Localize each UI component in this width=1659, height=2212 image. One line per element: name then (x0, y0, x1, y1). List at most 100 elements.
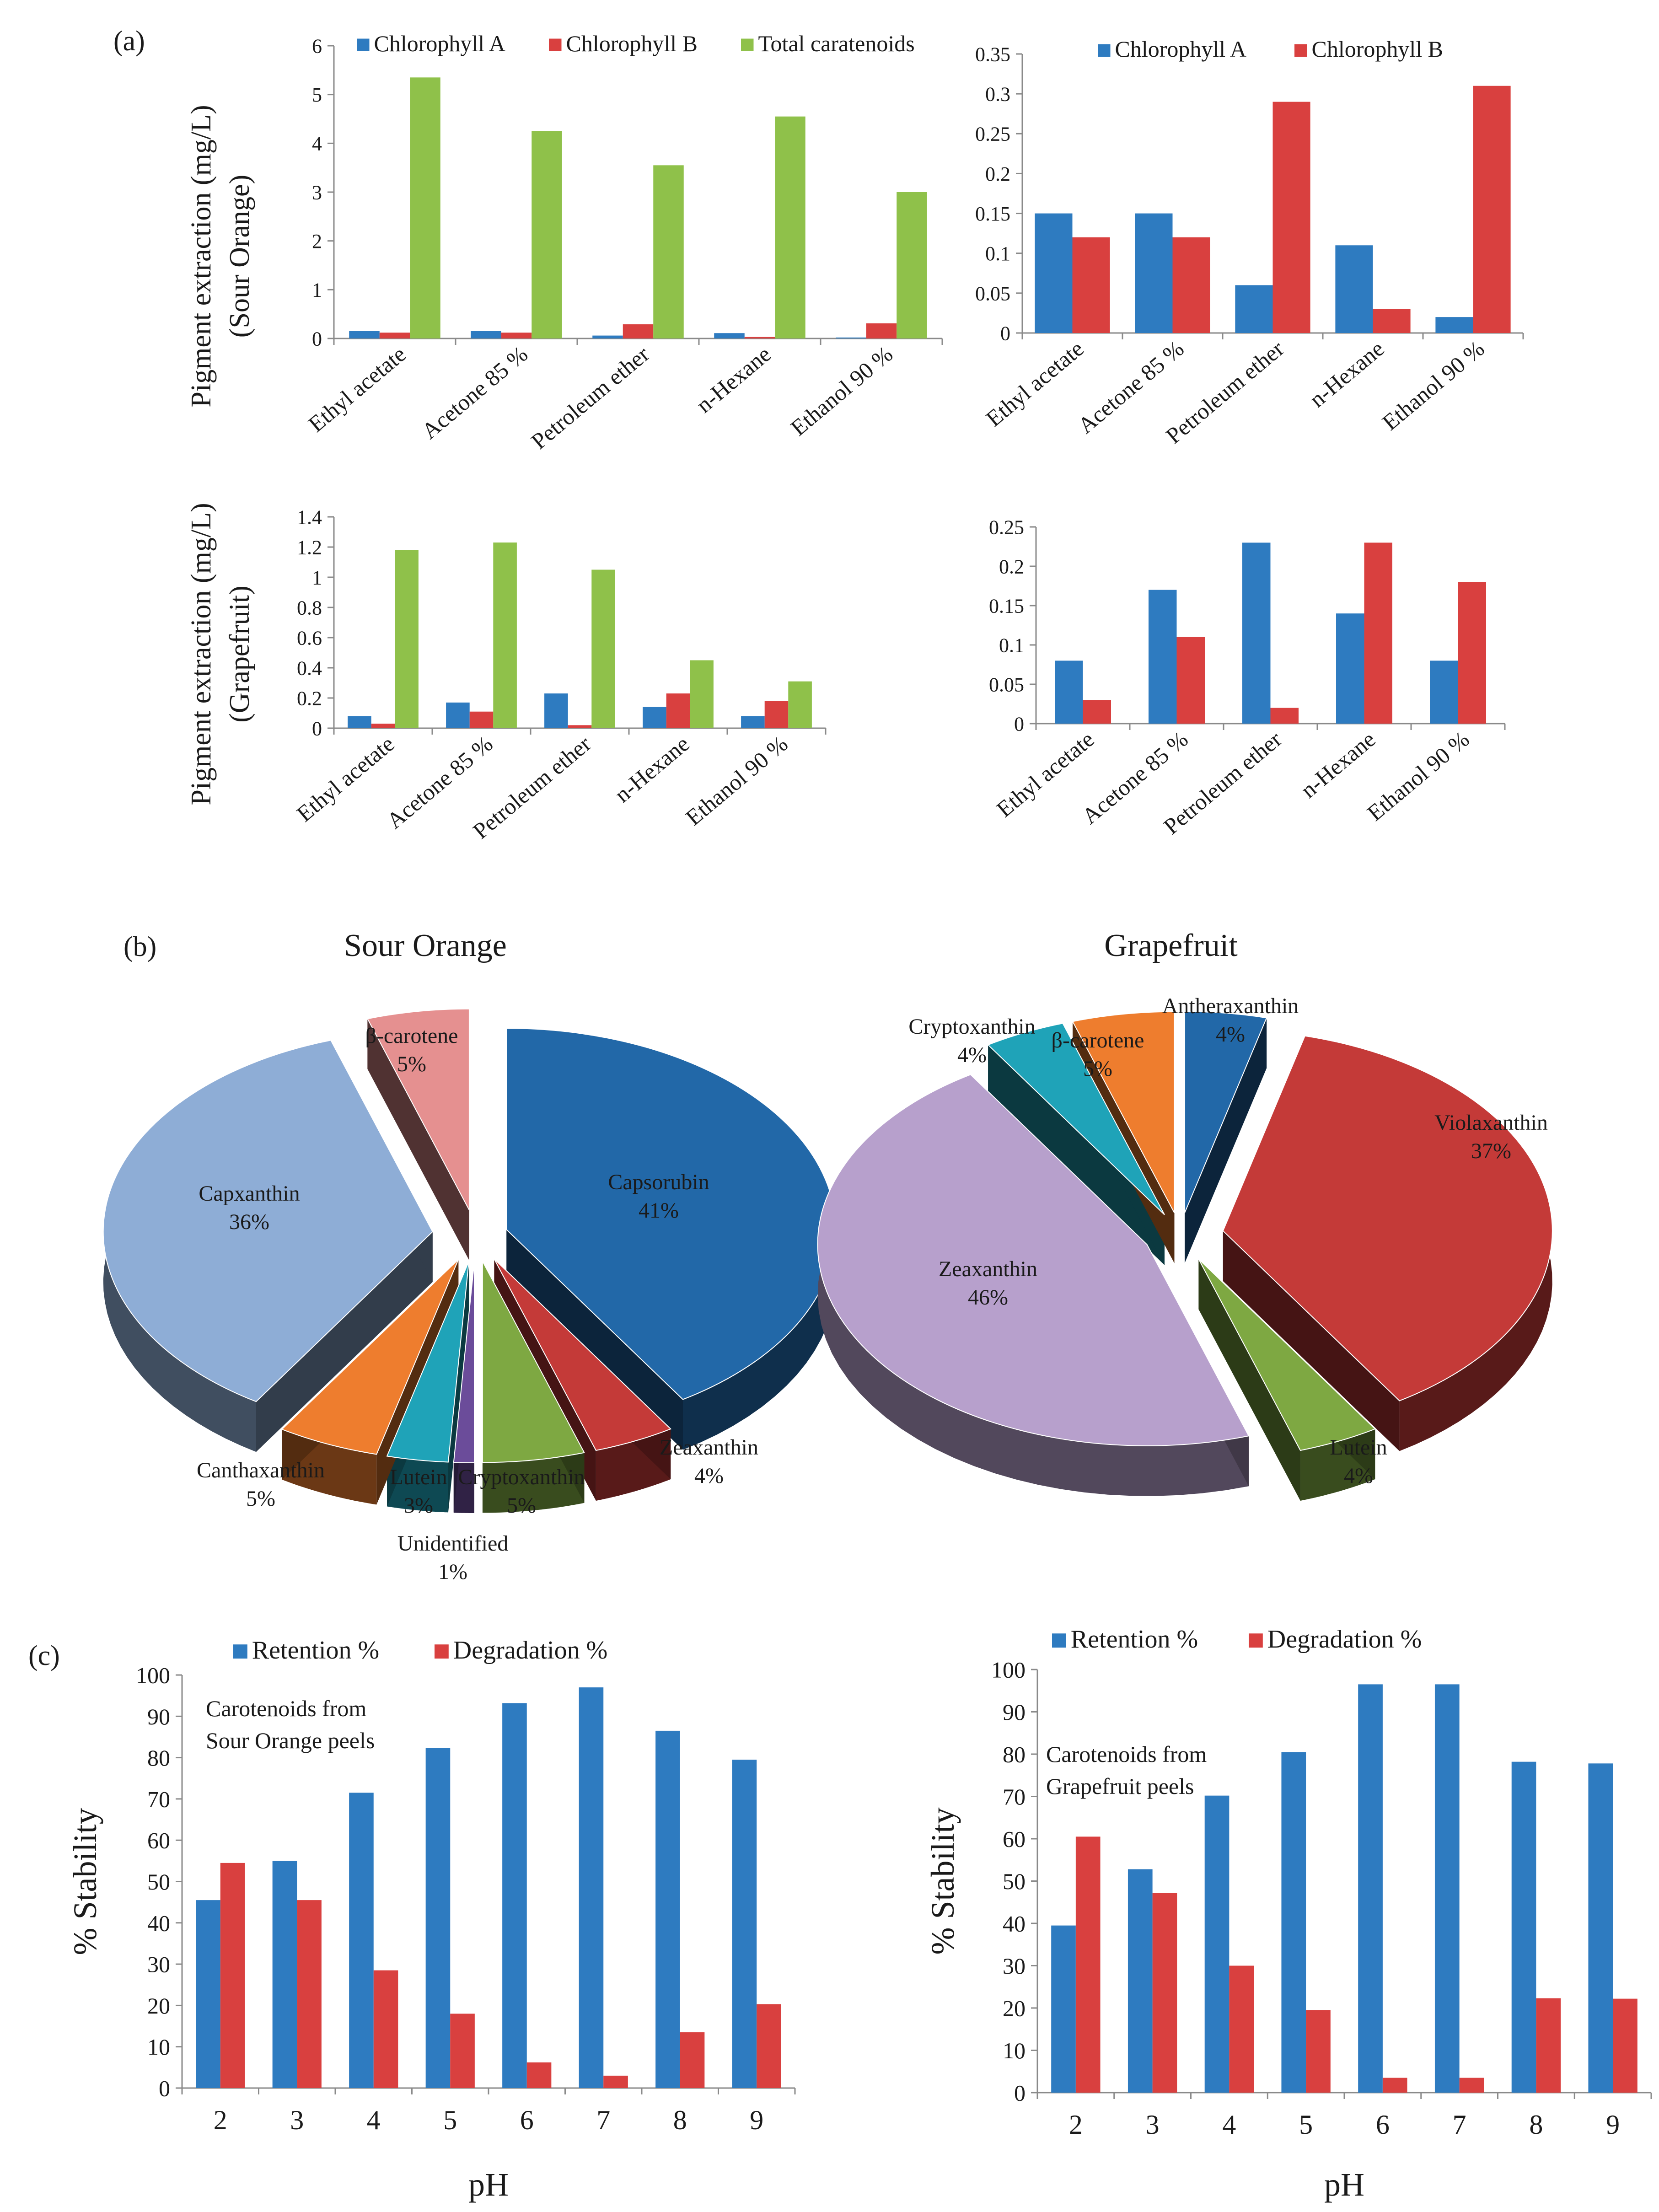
bar-chlorophyll-a (1035, 213, 1073, 333)
bar-chlorophyll-a (714, 333, 745, 338)
bar-retention- (1434, 1684, 1460, 2093)
pie-slice-side (482, 1452, 585, 1513)
x-category-label: 2 (214, 2105, 227, 2135)
bar-chlorophyll-b (1270, 708, 1299, 724)
x-category-label: Petroleum ether (526, 341, 655, 454)
pie-label-name: Lutein (1330, 1435, 1387, 1460)
y-tick-label: 10 (147, 2034, 170, 2060)
pie-label-name: Zeaxanthin (939, 1257, 1037, 1281)
a-sour-ylabel-line2: (Sour Orange) (224, 175, 255, 338)
chart-annotation: Carotenoids from (206, 1696, 366, 1721)
bar-retention- (732, 1760, 757, 2088)
x-category-label: 4 (1222, 2110, 1236, 2140)
bar-retention- (655, 1730, 680, 2088)
x-category-label: n-Hexane (691, 341, 776, 418)
y-tick-label: 0.15 (989, 595, 1024, 617)
legend-label: Chlorophyll B (566, 31, 698, 56)
pie-label-name: Antheraxanthin (1162, 994, 1299, 1018)
bar-chlorophyll-b (1473, 86, 1511, 333)
bar-chlorophyll-a (643, 707, 666, 728)
bar-retention- (196, 1900, 220, 2088)
pie-slice-unidentified (453, 1261, 475, 1464)
chart-c-sour-orange-stability: 0 10 20 30 40 50 60 70 80 90 100 2 3 4 5 6 7 8 9 Retention … (67, 1636, 796, 2203)
pie-slice-side (817, 1074, 1249, 1496)
chart-b-sour-orange-pie: Capsorubin 41% Zeaxanthin 4% Cryptoxanthin 5%… (102, 1008, 837, 1584)
legend-swatch (357, 38, 370, 51)
x-category-label: Ethyl acetate (292, 731, 399, 827)
x-category-label: 8 (673, 2105, 687, 2135)
bar-chlorophyll-b (1176, 637, 1205, 724)
pie-slice--carotene (1072, 1011, 1175, 1213)
x-category-label: 6 (520, 2105, 534, 2135)
y-tick-label: 0.2 (985, 163, 1010, 185)
pie-label-percent: 36% (229, 1210, 269, 1234)
bar-chlorophyll-b (1364, 542, 1392, 724)
y-tick-label: 90 (1003, 1699, 1025, 1725)
pie-label-percent: 5% (507, 1493, 536, 1518)
x-category-label: Ethanol 90 % (1377, 336, 1489, 435)
bar-chlorophyll-b (1083, 700, 1111, 724)
legend-label: Degradation % (453, 1636, 607, 1664)
bar-degradation- (1382, 2078, 1407, 2093)
pie-slice-canthaxanthin (281, 1259, 459, 1455)
legend-swatch (435, 1644, 449, 1659)
x-category-label: Ethanol 90 % (681, 731, 792, 831)
y-tick-label: 80 (1003, 1742, 1025, 1767)
y-tick-label: 0.25 (989, 516, 1024, 538)
x-category-label: 2 (1069, 2110, 1083, 2140)
b-title-sour-orange: Sour Orange (344, 928, 507, 963)
bar-degradation- (220, 1863, 245, 2088)
pie-slice-zeaxanthin (817, 1074, 1250, 1446)
y-tick-label: 70 (147, 1786, 170, 1812)
bar-degradation- (526, 2062, 552, 2088)
bar-chlorophyll-a (592, 335, 623, 338)
bar-chlorophyll-b (1373, 309, 1411, 333)
bar-chlorophyll-a (471, 331, 501, 338)
legend-swatch (233, 1644, 247, 1659)
chart-c-grapefruit-stability: 0 10 20 30 40 50 60 70 80 90 100 2 3 4 5 6 7 8 9 Retention … (924, 1625, 1652, 2203)
bar-chlorophyll-a (1055, 660, 1083, 724)
bar-retention- (579, 1687, 604, 2088)
y-tick-label: 0.2 (999, 555, 1024, 578)
x-category-label: Ethyl acetate (981, 336, 1089, 432)
chart-annotation: Grapefruit peels (1046, 1773, 1194, 1799)
pie-label-name: Canthaxanthin (197, 1458, 325, 1482)
bar-total-caratenoids (775, 116, 805, 338)
pie-label-percent: 37% (1471, 1139, 1511, 1163)
pie-slice-lutein (386, 1261, 470, 1463)
pie-label-name: Violaxanthin (1434, 1111, 1548, 1135)
y-tick-label: 30 (147, 1952, 170, 1977)
bar-chlorophyll-b (666, 693, 690, 728)
x-category-label: Ethanol 90 % (786, 341, 897, 441)
bar-retention- (1511, 1761, 1536, 2093)
y-tick-label: 1 (312, 279, 322, 301)
bar-chlorophyll-b (1458, 582, 1486, 724)
bar-chlorophyll-a (1235, 285, 1273, 333)
bar-retention- (1358, 1684, 1383, 2093)
y-tick-label: 100 (991, 1657, 1025, 1683)
x-category-label: Acetone 85 % (417, 341, 532, 444)
bar-total-caratenoids (493, 542, 517, 728)
bar-retention- (1127, 1869, 1153, 2093)
bar-chlorophyll-a (1242, 542, 1271, 724)
pie-label-percent: 4% (694, 1464, 724, 1488)
x-category-label: 5 (1299, 2110, 1313, 2140)
y-tick-label: 0.6 (297, 627, 322, 649)
bar-total-caratenoids (410, 77, 440, 339)
bar-total-caratenoids (653, 165, 684, 338)
pie-slice--carotene (366, 1008, 470, 1211)
y-tick-label: 0 (1014, 713, 1024, 735)
b-title-grapefruit: Grapefruit (1104, 928, 1238, 963)
x-category-label: 3 (290, 2105, 304, 2135)
x-category-label: 5 (443, 2105, 457, 2135)
legend-swatch (1098, 44, 1111, 57)
x-category-label: n-Hexane (610, 731, 694, 808)
pie-label-name: β-carotene (365, 1024, 458, 1048)
chart-annotation: Carotenoids from (1046, 1741, 1207, 1767)
bar-total-caratenoids (532, 131, 562, 338)
y-axis-title: % Stability (67, 1808, 103, 1955)
bar-chlorophyll-a (446, 702, 470, 728)
pie-label-name: Cryptoxanthin (908, 1015, 1035, 1039)
x-category-label: 9 (1606, 2110, 1620, 2140)
